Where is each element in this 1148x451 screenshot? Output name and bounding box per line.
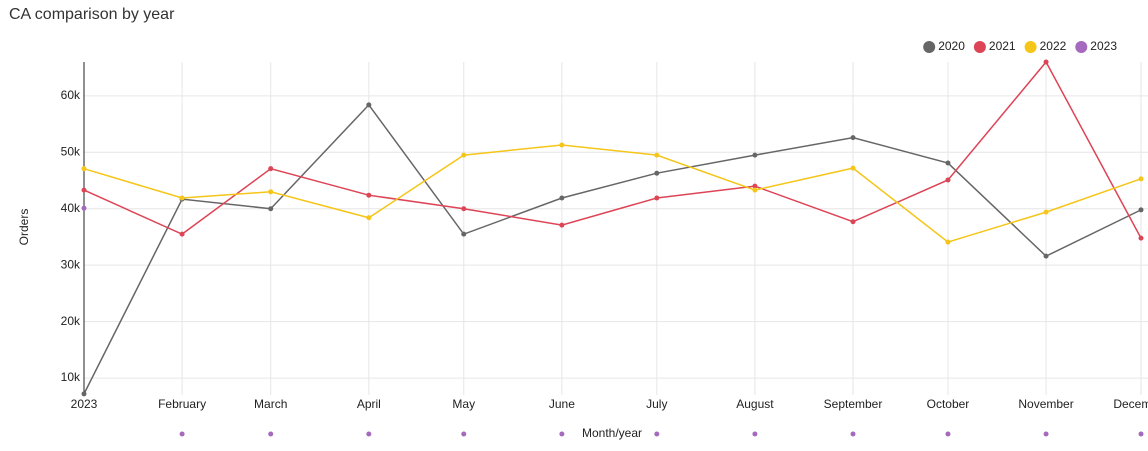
point <box>752 152 758 158</box>
point <box>1138 235 1144 241</box>
y-tick-label: 60k <box>61 88 81 102</box>
point <box>850 165 856 171</box>
point <box>366 192 372 198</box>
y-tick-label: 40k <box>61 201 81 215</box>
x-tick-label: December <box>1113 397 1148 411</box>
point <box>81 166 87 172</box>
null-point <box>945 431 951 437</box>
null-point <box>461 431 467 437</box>
point <box>461 152 467 158</box>
legend-label: 2023 <box>1090 39 1117 53</box>
null-point <box>366 431 372 437</box>
null-point <box>654 431 660 437</box>
point <box>1043 253 1049 259</box>
x-tick-label: August <box>736 397 774 411</box>
y-tick-label: 30k <box>61 257 81 271</box>
point <box>654 152 660 158</box>
series-line <box>83 144 1142 243</box>
point <box>461 206 467 212</box>
legend-swatch <box>1024 41 1037 53</box>
point <box>945 177 951 183</box>
point <box>945 160 951 166</box>
point <box>179 231 185 237</box>
x-tick-label: May <box>452 397 475 411</box>
point <box>850 219 856 225</box>
point <box>654 170 660 176</box>
point <box>1138 207 1144 213</box>
x-tick-label: July <box>646 397 667 411</box>
point <box>81 205 87 211</box>
null-point <box>752 431 758 437</box>
point <box>268 206 274 212</box>
y-tick-label: 50k <box>61 144 81 158</box>
point <box>1138 176 1144 182</box>
chart-title: CA comparison by year <box>9 6 175 23</box>
point <box>559 195 565 201</box>
x-tick-label: March <box>254 397 287 411</box>
point <box>752 187 758 193</box>
y-axis-label: Orders <box>17 209 31 246</box>
legend-label: 2020 <box>938 39 965 53</box>
point <box>654 195 660 201</box>
series-line <box>83 60 1142 239</box>
legend-label: 2022 <box>1040 39 1067 53</box>
point <box>179 195 185 201</box>
null-point <box>850 431 856 437</box>
point <box>559 222 565 228</box>
x-tick-label: September <box>824 397 883 411</box>
point <box>850 135 856 141</box>
x-tick-label: February <box>158 397 206 411</box>
x-tick-label: 2023 <box>71 397 98 411</box>
point <box>366 102 372 108</box>
series-line <box>83 103 1142 395</box>
legend-swatch <box>973 41 986 53</box>
point <box>1043 209 1049 215</box>
null-point <box>1043 431 1049 437</box>
legend-swatch <box>923 41 936 53</box>
legend-swatch <box>1075 41 1088 53</box>
point <box>268 189 274 195</box>
point <box>81 187 87 193</box>
x-tick-label: June <box>549 397 575 411</box>
legend-label: 2021 <box>989 39 1016 53</box>
null-point <box>559 431 565 437</box>
point <box>752 183 758 189</box>
x-tick-label: November <box>1018 397 1073 411</box>
y-tick-label: 20k <box>61 314 81 328</box>
x-tick-label: October <box>927 397 970 411</box>
x-axis-label: Month/year <box>582 426 642 440</box>
x-tick-label: April <box>357 397 381 411</box>
null-point <box>179 431 185 437</box>
point <box>461 231 467 237</box>
point <box>945 239 951 245</box>
point <box>559 142 565 148</box>
null-point <box>268 431 274 437</box>
y-tick-label: 10k <box>61 370 81 384</box>
null-point <box>1138 431 1144 437</box>
point <box>268 166 274 172</box>
point <box>81 391 87 397</box>
point <box>366 215 372 221</box>
point <box>1043 59 1049 65</box>
